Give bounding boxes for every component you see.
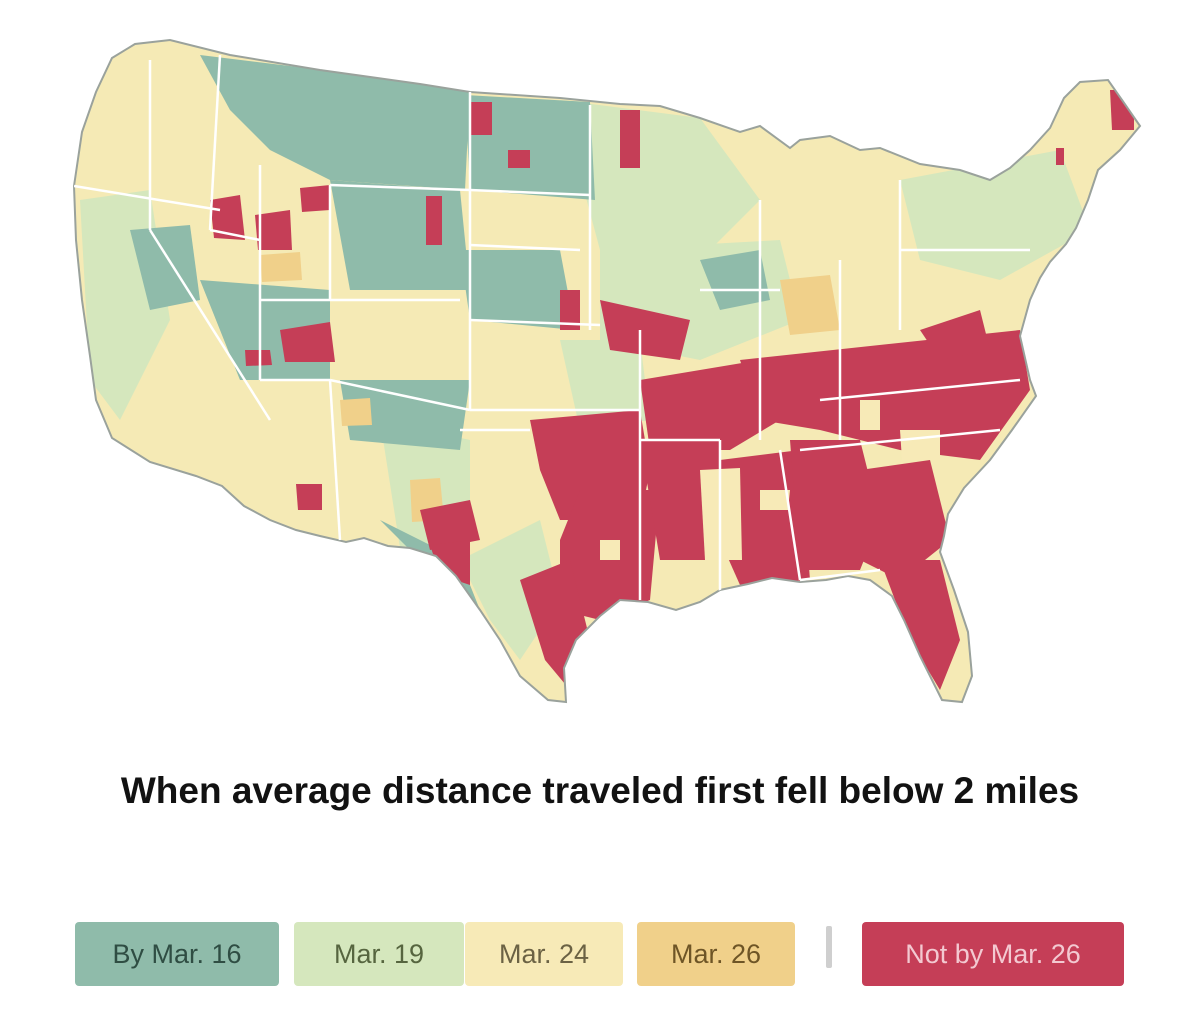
state-line-1	[74, 184, 221, 212]
legend-item-not-by-mar-26: Not by Mar. 26	[862, 922, 1124, 986]
county-region-8	[465, 95, 595, 200]
county-region-9	[330, 180, 470, 290]
state-line-30	[799, 568, 881, 582]
state-line-23	[799, 428, 1001, 452]
county-region-27	[860, 460, 950, 580]
county-region-49	[900, 430, 940, 460]
county-region-29	[740, 330, 1030, 460]
county-region-37	[280, 322, 335, 362]
county-region-39	[296, 484, 322, 510]
county-region-30	[920, 310, 990, 360]
state-line-13	[329, 378, 471, 412]
county-region-44	[1056, 148, 1064, 165]
state-line-29	[819, 378, 1021, 402]
state-line-12	[469, 318, 601, 327]
county-region-23	[640, 360, 780, 450]
legend-item-mar-19: Mar. 19	[294, 922, 464, 986]
county-region-50	[860, 400, 880, 430]
county-region-38	[245, 350, 272, 366]
county-region-15	[700, 250, 770, 310]
county-region-19	[340, 398, 372, 426]
map-fill-group	[74, 40, 1140, 702]
county-region-0	[560, 100, 760, 260]
county-region-36	[426, 196, 442, 245]
county-region-14	[130, 225, 200, 310]
county-region-2	[900, 150, 1090, 280]
legend-separator	[826, 926, 832, 968]
legend-item-mar-24: Mar. 24	[465, 922, 623, 986]
state-line-10	[469, 188, 591, 197]
county-region-33	[210, 195, 245, 240]
county-region-25	[720, 450, 810, 585]
county-region-5	[560, 340, 650, 430]
county-region-10	[460, 250, 575, 330]
state-line-7	[329, 183, 471, 192]
state-line-2	[148, 229, 272, 421]
county-region-12	[340, 380, 470, 450]
county-region-42	[508, 150, 530, 168]
county-region-32	[430, 540, 470, 585]
county-region-17	[260, 252, 302, 282]
map-title: When average distance traveled first fel…	[120, 770, 1080, 811]
legend: By Mar. 16 Mar. 19 Mar. 24 Mar. 26 Not b…	[75, 922, 1135, 988]
county-region-51	[600, 540, 620, 560]
county-region-26	[790, 440, 880, 570]
state-line-3	[208, 54, 222, 231]
county-region-28	[880, 560, 960, 690]
county-region-34	[255, 210, 292, 250]
county-region-31	[420, 500, 480, 550]
state-line-22	[778, 449, 802, 581]
legend-item-mar-26: Mar. 26	[637, 922, 795, 986]
county-region-48	[760, 490, 790, 510]
county-region-16	[780, 275, 840, 335]
us-county-map	[73, 39, 1141, 703]
county-region-35	[300, 185, 330, 212]
county-region-41	[620, 110, 640, 168]
county-blobs	[80, 55, 1134, 690]
county-region-7	[200, 55, 470, 190]
county-region-43	[1110, 90, 1134, 130]
state-line-15	[328, 379, 342, 541]
state-boundaries	[74, 54, 1030, 600]
state-line-4	[209, 228, 261, 242]
legend-item-by-mar-16: By Mar. 16	[75, 922, 279, 986]
county-region-40	[470, 102, 492, 135]
state-line-11	[469, 243, 581, 252]
county-region-46	[600, 300, 690, 360]
county-region-45	[560, 290, 580, 330]
